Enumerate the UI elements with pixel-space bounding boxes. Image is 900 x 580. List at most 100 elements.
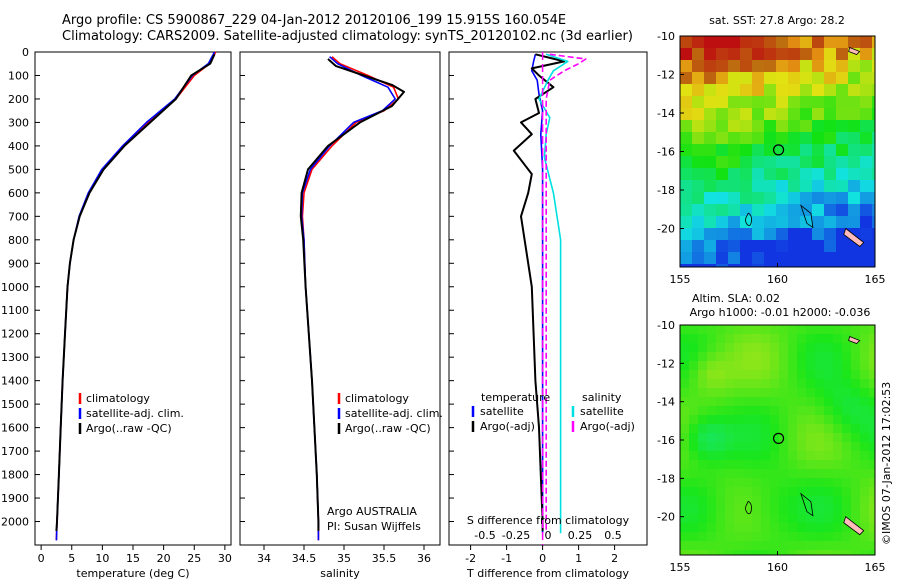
map-cell: [770, 406, 780, 416]
map-cell: [815, 325, 825, 335]
map-cell: [752, 352, 762, 362]
map-cell: [680, 36, 693, 49]
map-cell: [797, 415, 807, 425]
map-cell: [734, 532, 744, 542]
map-cell: [869, 550, 875, 555]
map-cell: [806, 487, 816, 497]
map-cell: [752, 424, 762, 434]
map-cell: [740, 84, 753, 97]
map-cell: [761, 352, 771, 362]
x-tick-label-temperature: 15: [126, 552, 140, 565]
map-cell: [692, 144, 705, 157]
map-cell: [869, 514, 875, 524]
map-cell: [815, 424, 825, 434]
map-cell: [752, 168, 765, 181]
map-cell: [788, 204, 801, 217]
map-cell: [740, 192, 753, 205]
map-cell: [743, 514, 753, 524]
map-subtitle-sla: Argo h1000: -0.01 h2000: -0.036: [690, 306, 871, 319]
map-cell: [776, 240, 789, 253]
map-cell: [728, 120, 741, 133]
map-cell: [812, 36, 825, 49]
map-cell: [698, 442, 708, 452]
map-cell: [728, 60, 741, 73]
map-cell: [779, 406, 789, 416]
map-cell: [692, 120, 705, 133]
map-cell: [860, 204, 873, 217]
map-cell: [680, 168, 693, 181]
map-cell: [707, 397, 717, 407]
map-cell: [704, 132, 717, 145]
map-cell: [797, 478, 807, 488]
map-cell: [707, 424, 717, 434]
map-cell: [761, 541, 771, 551]
y-tick-label-depth: 0: [22, 46, 29, 59]
map-cell: [788, 514, 798, 524]
map-cell: [869, 532, 875, 542]
map-cell: [680, 343, 690, 353]
map-cell: [743, 343, 753, 353]
map-cell: [680, 487, 690, 497]
x2-tick-label-difference: -0.5: [474, 529, 495, 542]
x2-tick-label-difference: 0.25: [568, 529, 593, 542]
map-cell: [689, 343, 699, 353]
map-cell: [764, 36, 777, 49]
map-cell: [761, 523, 771, 533]
map-cell: [872, 216, 875, 229]
map-cell: [788, 361, 798, 371]
map-cell: [824, 325, 834, 335]
map-cell: [812, 216, 825, 229]
map-cell: [824, 132, 837, 145]
map-cell: [761, 406, 771, 416]
map-cell: [680, 478, 690, 488]
map-cell: [812, 60, 825, 73]
map-cell: [779, 379, 789, 389]
map-cell: [725, 496, 735, 506]
map-cell: [725, 334, 735, 344]
map-cell: [806, 352, 816, 362]
map-cell: [770, 352, 780, 362]
map-cell: [836, 264, 849, 267]
map-cell: [740, 48, 753, 61]
map-cell: [743, 406, 753, 416]
map-cell: [824, 36, 837, 49]
map-cell: [800, 72, 813, 85]
map-cell: [851, 388, 861, 398]
map-cell: [824, 72, 837, 85]
map-cell: [728, 84, 741, 97]
map-cell: [770, 379, 780, 389]
map-cell: [752, 132, 765, 145]
map-cell: [689, 370, 699, 380]
map-cell: [764, 204, 777, 217]
map-cell: [779, 325, 789, 335]
map-cell: [848, 108, 861, 121]
map-cell: [740, 240, 753, 253]
map-cell: [743, 469, 753, 479]
map-cell: [728, 156, 741, 169]
map-cell: [716, 120, 729, 133]
map-cell: [812, 204, 825, 217]
map-cell: [824, 361, 834, 371]
map-cell: [860, 144, 873, 157]
map-cell: [725, 550, 735, 555]
map-cell: [743, 478, 753, 488]
map-cell: [815, 361, 825, 371]
map-cell: [842, 532, 852, 542]
map-cell: [869, 433, 875, 443]
map-x-tick-label: 155: [670, 273, 691, 286]
map-cell: [680, 415, 690, 425]
map-cell: [761, 415, 771, 425]
map-cell: [698, 334, 708, 344]
map-cell: [764, 240, 777, 253]
y-tick-label-depth: 1000: [1, 281, 29, 294]
map-cell: [716, 478, 726, 488]
map-cell: [797, 532, 807, 542]
map-cell: [740, 228, 753, 241]
map-cell: [824, 397, 834, 407]
map-cell: [869, 541, 875, 551]
map-cell: [707, 478, 717, 488]
map-cell: [806, 397, 816, 407]
panel-frame-salinity: [239, 51, 441, 546]
map-cell: [860, 72, 873, 85]
map-cell: [761, 325, 771, 335]
